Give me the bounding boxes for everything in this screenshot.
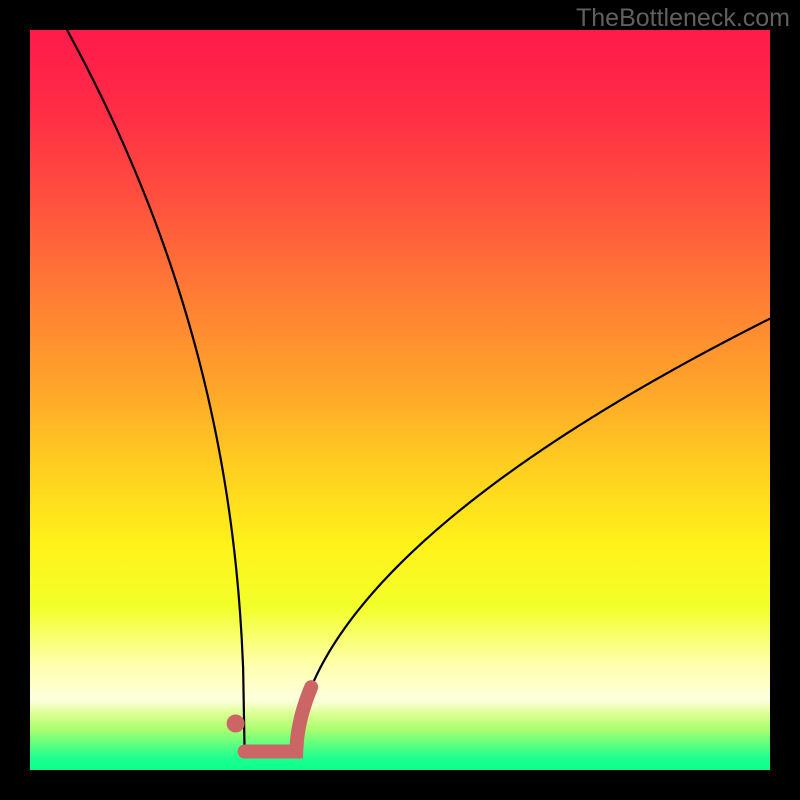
chart-root: { "canvas": { "width": 800, "height": 80… xyxy=(0,0,800,800)
watermark-text: TheBottleneck.com xyxy=(576,4,790,33)
plot-background-gradient xyxy=(30,30,770,770)
chart-svg xyxy=(0,0,800,800)
highlight-dot xyxy=(227,715,245,733)
